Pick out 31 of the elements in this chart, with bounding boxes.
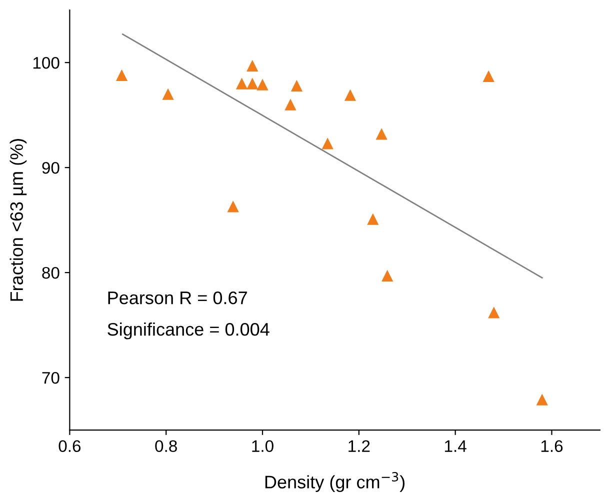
point xyxy=(256,78,268,90)
point xyxy=(482,70,494,82)
point xyxy=(536,394,548,406)
y-axis-title: Fraction <63 µm (%) xyxy=(10,138,27,301)
y-tick-label: 100 xyxy=(33,56,60,69)
x-tick-label: 0.6 xyxy=(58,440,81,452)
annotation: Significance = 0.004 xyxy=(108,322,270,340)
x-tick-label: 1.6 xyxy=(541,440,563,452)
point xyxy=(236,78,248,90)
x-axis-title: Density (gr cm$^{−3}$) xyxy=(265,472,405,492)
point xyxy=(382,270,394,282)
y-tick-label: 90 xyxy=(42,162,60,174)
point xyxy=(367,213,379,225)
point xyxy=(116,69,128,81)
x-tick-label: 1.0 xyxy=(252,440,274,452)
x-tick-label: 0.8 xyxy=(155,440,177,452)
point xyxy=(246,60,258,72)
y-tick-label: 80 xyxy=(42,266,60,279)
point xyxy=(246,78,258,90)
annotation: Pearson R = 0.67 xyxy=(108,291,247,304)
point xyxy=(376,128,388,140)
x-tick-label: 1.2 xyxy=(348,440,370,452)
point xyxy=(162,88,174,100)
point xyxy=(322,138,334,150)
point xyxy=(344,89,356,101)
y-tick-label: 70 xyxy=(42,372,60,384)
point xyxy=(227,200,239,212)
point xyxy=(284,98,296,110)
point xyxy=(290,80,303,92)
point xyxy=(488,306,500,318)
x-tick-label: 1.4 xyxy=(445,440,466,452)
